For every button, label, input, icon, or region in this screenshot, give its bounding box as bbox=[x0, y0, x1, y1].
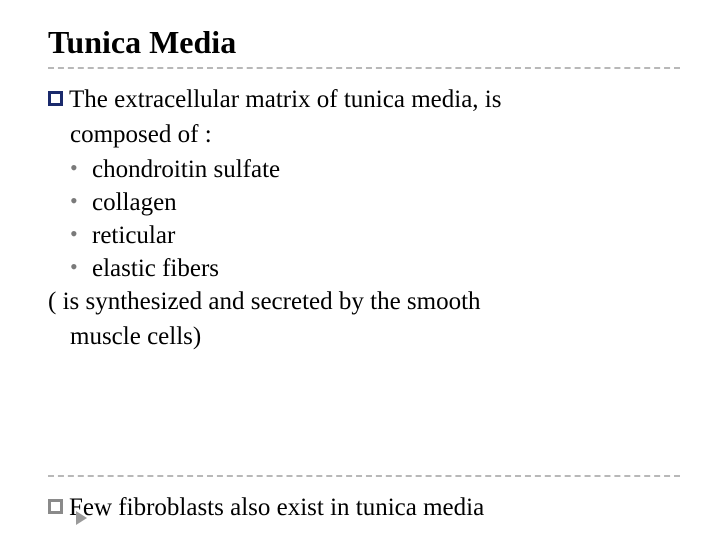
list-item: collagen bbox=[70, 186, 680, 219]
intro-continuation: composed of : bbox=[48, 118, 680, 151]
square-bullet-icon bbox=[48, 499, 63, 514]
arrow-right-icon bbox=[76, 511, 87, 525]
intro-lead-text: The extracellular matrix of tunica media… bbox=[69, 83, 501, 116]
bullet-list: chondroitin sulfate collagen reticular e… bbox=[48, 153, 680, 285]
title-divider bbox=[48, 67, 680, 69]
closing-paragraph: Few fibroblasts also exist in tunica med… bbox=[48, 491, 680, 524]
body-content: The extracellular matrix of tunica media… bbox=[48, 83, 680, 353]
square-bullet-icon bbox=[48, 91, 63, 106]
closing-divider bbox=[48, 475, 680, 477]
list-item: reticular bbox=[70, 219, 680, 252]
closing-text: Few fibroblasts also exist in tunica med… bbox=[69, 491, 484, 524]
intro-paragraph: The extracellular matrix of tunica media… bbox=[48, 83, 680, 116]
slide-title: Tunica Media bbox=[48, 24, 680, 61]
note-line-1: ( is synthesized and secreted by the smo… bbox=[48, 285, 680, 318]
closing-block: Few fibroblasts also exist in tunica med… bbox=[48, 475, 680, 526]
note-line-2: muscle cells) bbox=[48, 320, 680, 353]
list-item: elastic fibers bbox=[70, 252, 680, 285]
list-item: chondroitin sulfate bbox=[70, 153, 680, 186]
slide: { "title": "Tunica Media", "intro": { "l… bbox=[0, 0, 720, 540]
